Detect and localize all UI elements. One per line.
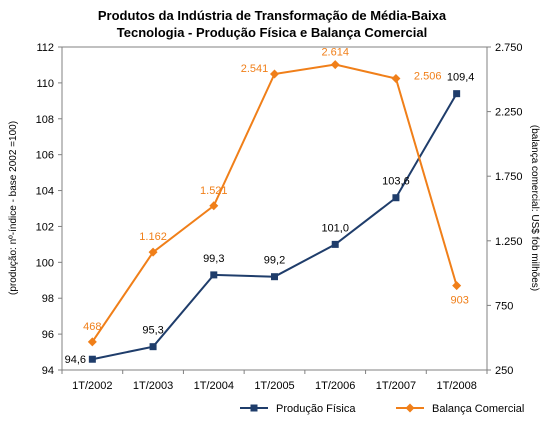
data-point	[330, 60, 340, 70]
data-label: 468	[83, 321, 101, 333]
left-tick-label: 102	[36, 221, 54, 233]
data-point	[270, 69, 279, 79]
x-tick-label: 1T/2005	[254, 380, 294, 392]
data-point	[209, 201, 219, 211]
data-label: 94,6	[65, 354, 86, 366]
x-axis: 1T/2002 1T/2003 1T/2004 1T/2005 1T/2006 1T/20…	[61, 370, 488, 392]
data-label: 2.541	[241, 63, 269, 75]
chart-title: Produtos da Indústria de Transformação d…	[98, 8, 447, 23]
data-label: 903	[450, 295, 468, 307]
data-label: 109,4	[447, 72, 475, 84]
x-tick-label: 1T/2003	[133, 380, 173, 392]
x-tick-label: 1T/2006	[315, 380, 355, 392]
data-point	[452, 281, 462, 291]
x-tick-label: 1T/2004	[194, 380, 234, 392]
data-label: 101,0	[321, 222, 349, 234]
series-line-balanca	[91, 63, 458, 343]
left-tick-label: 108	[36, 114, 54, 126]
left-tick-label: 98	[42, 293, 54, 305]
right-tick-label: 1.250	[495, 236, 523, 248]
data-point	[391, 74, 401, 84]
series-layer: 94,6 95,3 99,3 99,2 101,0 103,6 109,4 468 1.162 1…	[65, 47, 475, 367]
left-tick-label: 112	[36, 42, 54, 54]
right-tick-label: 250	[495, 365, 513, 377]
data-label: 95,3	[142, 325, 163, 337]
legend-label: Balança Comercial	[432, 403, 524, 415]
chart-subtitle: Tecnologia - Produção Física e Balança C…	[117, 25, 427, 40]
data-point	[210, 271, 218, 279]
left-tick-label: 96	[42, 329, 54, 341]
data-label: 99,2	[264, 255, 285, 267]
right-tick-label: 2.750	[495, 42, 523, 54]
x-tick-label: 1T/2002	[72, 380, 112, 392]
left-tick-label: 100	[36, 257, 54, 269]
left-tick-label: 94	[42, 365, 54, 377]
left-tick-label: 110	[36, 78, 54, 90]
data-point	[271, 273, 278, 281]
data-label: 1.162	[139, 231, 167, 243]
legend: Produção Física Balança Comercial	[240, 403, 524, 415]
data-point	[87, 337, 97, 347]
data-point	[148, 247, 158, 257]
data-point	[453, 90, 461, 98]
left-tick-label: 104	[36, 186, 54, 198]
left-tick-label: 106	[36, 150, 54, 162]
right-tick-label: 2.250	[495, 107, 523, 119]
data-label: 99,3	[203, 253, 224, 265]
data-label: 103,6	[382, 176, 410, 188]
x-tick-label: 1T/2008	[436, 380, 476, 392]
data-label: 1.521	[200, 185, 228, 197]
data-point	[149, 343, 157, 351]
plot-area	[61, 46, 488, 371]
series-line-producao	[92, 93, 458, 361]
left-axis: 94 96 98 100 102 104 106 108 110 112	[36, 42, 62, 377]
left-axis-title: (produção: nº-índice - base 2002 =100)	[8, 121, 19, 295]
data-point	[392, 194, 400, 202]
right-tick-label: 750	[495, 300, 513, 312]
data-label: 2.506	[414, 71, 442, 83]
data-point	[331, 240, 339, 248]
legend-label: Produção Física	[276, 403, 356, 415]
right-tick-label: 1.750	[495, 171, 523, 183]
x-tick-label: 1T/2007	[376, 380, 416, 392]
legend-marker	[250, 404, 258, 412]
data-label: 2.614	[321, 47, 349, 59]
right-axis: 250 750 1.250 1.750 2.250 2.750	[487, 42, 523, 377]
right-axis-title: (balança comercial: US$ fob milhões)	[529, 125, 540, 291]
data-point	[88, 355, 96, 363]
legend-marker	[405, 403, 415, 413]
